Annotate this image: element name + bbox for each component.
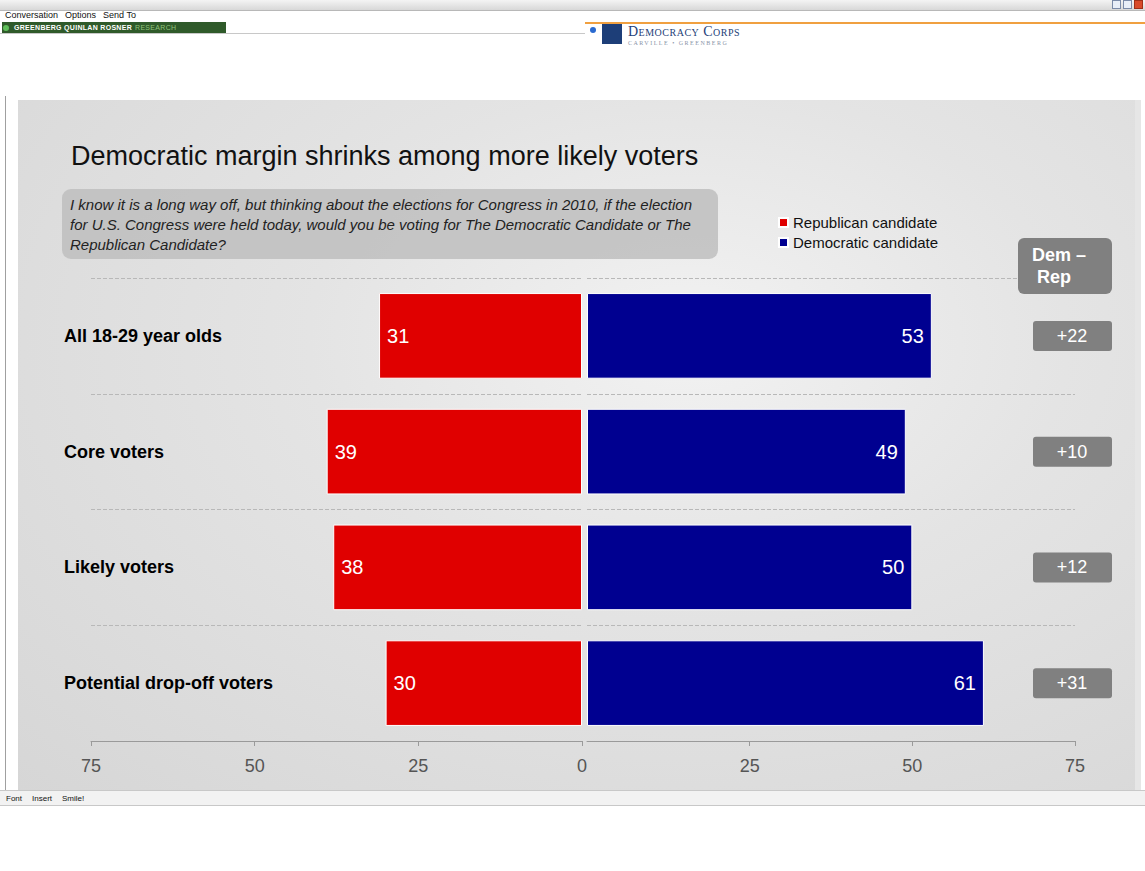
svg-text:75: 75 bbox=[1065, 756, 1085, 776]
svg-text:25: 25 bbox=[740, 756, 760, 776]
svg-text:Republican candidate: Republican candidate bbox=[793, 214, 937, 231]
html-text:Send To: Send To bbox=[103, 10, 136, 20]
svg-text:Democratic margin shrinks amon: Democratic margin shrinks among more lik… bbox=[71, 141, 698, 171]
svg-text:Republican Candidate?: Republican Candidate? bbox=[70, 236, 227, 253]
svg-text:30: 30 bbox=[394, 672, 416, 694]
html-text:Smile!: Smile! bbox=[62, 793, 85, 803]
svg-text:+12: +12 bbox=[1057, 557, 1088, 577]
html-text:RESEARCH: RESEARCH bbox=[135, 24, 177, 31]
svg-text:Democratic candidate: Democratic candidate bbox=[793, 234, 938, 251]
svg-text:0: 0 bbox=[577, 756, 587, 776]
svg-text:38: 38 bbox=[341, 556, 363, 578]
svg-text:+31: +31 bbox=[1057, 673, 1088, 693]
svg-text:50: 50 bbox=[902, 756, 922, 776]
svg-text:+10: +10 bbox=[1057, 442, 1088, 462]
svg-text:31: 31 bbox=[387, 325, 409, 347]
svg-text:39: 39 bbox=[335, 441, 357, 463]
svg-text:25: 25 bbox=[408, 756, 428, 776]
svg-text:50: 50 bbox=[245, 756, 265, 776]
svg-text:Dem –: Dem – bbox=[1032, 245, 1086, 265]
svg-text:+22: +22 bbox=[1057, 326, 1088, 346]
svg-text:Core voters: Core voters bbox=[64, 442, 164, 462]
html-text:Options: Options bbox=[65, 10, 97, 20]
html-text:Conversation: Conversation bbox=[5, 10, 58, 20]
svg-text:Likely voters: Likely voters bbox=[64, 557, 174, 577]
svg-text:for U.S. Congress were held to: for U.S. Congress were held today, would… bbox=[70, 216, 695, 233]
html-text:Democracy Corps: Democracy Corps bbox=[628, 24, 741, 39]
svg-text:53: 53 bbox=[902, 325, 924, 347]
html-text:Font: Font bbox=[6, 793, 22, 803]
svg-text:75: 75 bbox=[81, 756, 101, 776]
html-text:CARVILLE • GREENBERG: CARVILLE • GREENBERG bbox=[628, 40, 729, 46]
svg-text:All 18-29 year olds: All 18-29 year olds bbox=[64, 326, 222, 346]
svg-text:Rep: Rep bbox=[1032, 267, 1071, 287]
svg-text:61: 61 bbox=[954, 672, 976, 694]
svg-text:I know it is a long way off, b: I know it is a long way off, but thinkin… bbox=[70, 196, 696, 213]
html-text:Insert: Insert bbox=[32, 793, 52, 803]
svg-text:50: 50 bbox=[882, 556, 904, 578]
html-text:GREENBERG QUINLAN ROSNER: GREENBERG QUINLAN ROSNER bbox=[14, 24, 132, 31]
svg-text:Potential drop-off voters: Potential drop-off voters bbox=[64, 673, 273, 693]
svg-text:49: 49 bbox=[876, 441, 898, 463]
